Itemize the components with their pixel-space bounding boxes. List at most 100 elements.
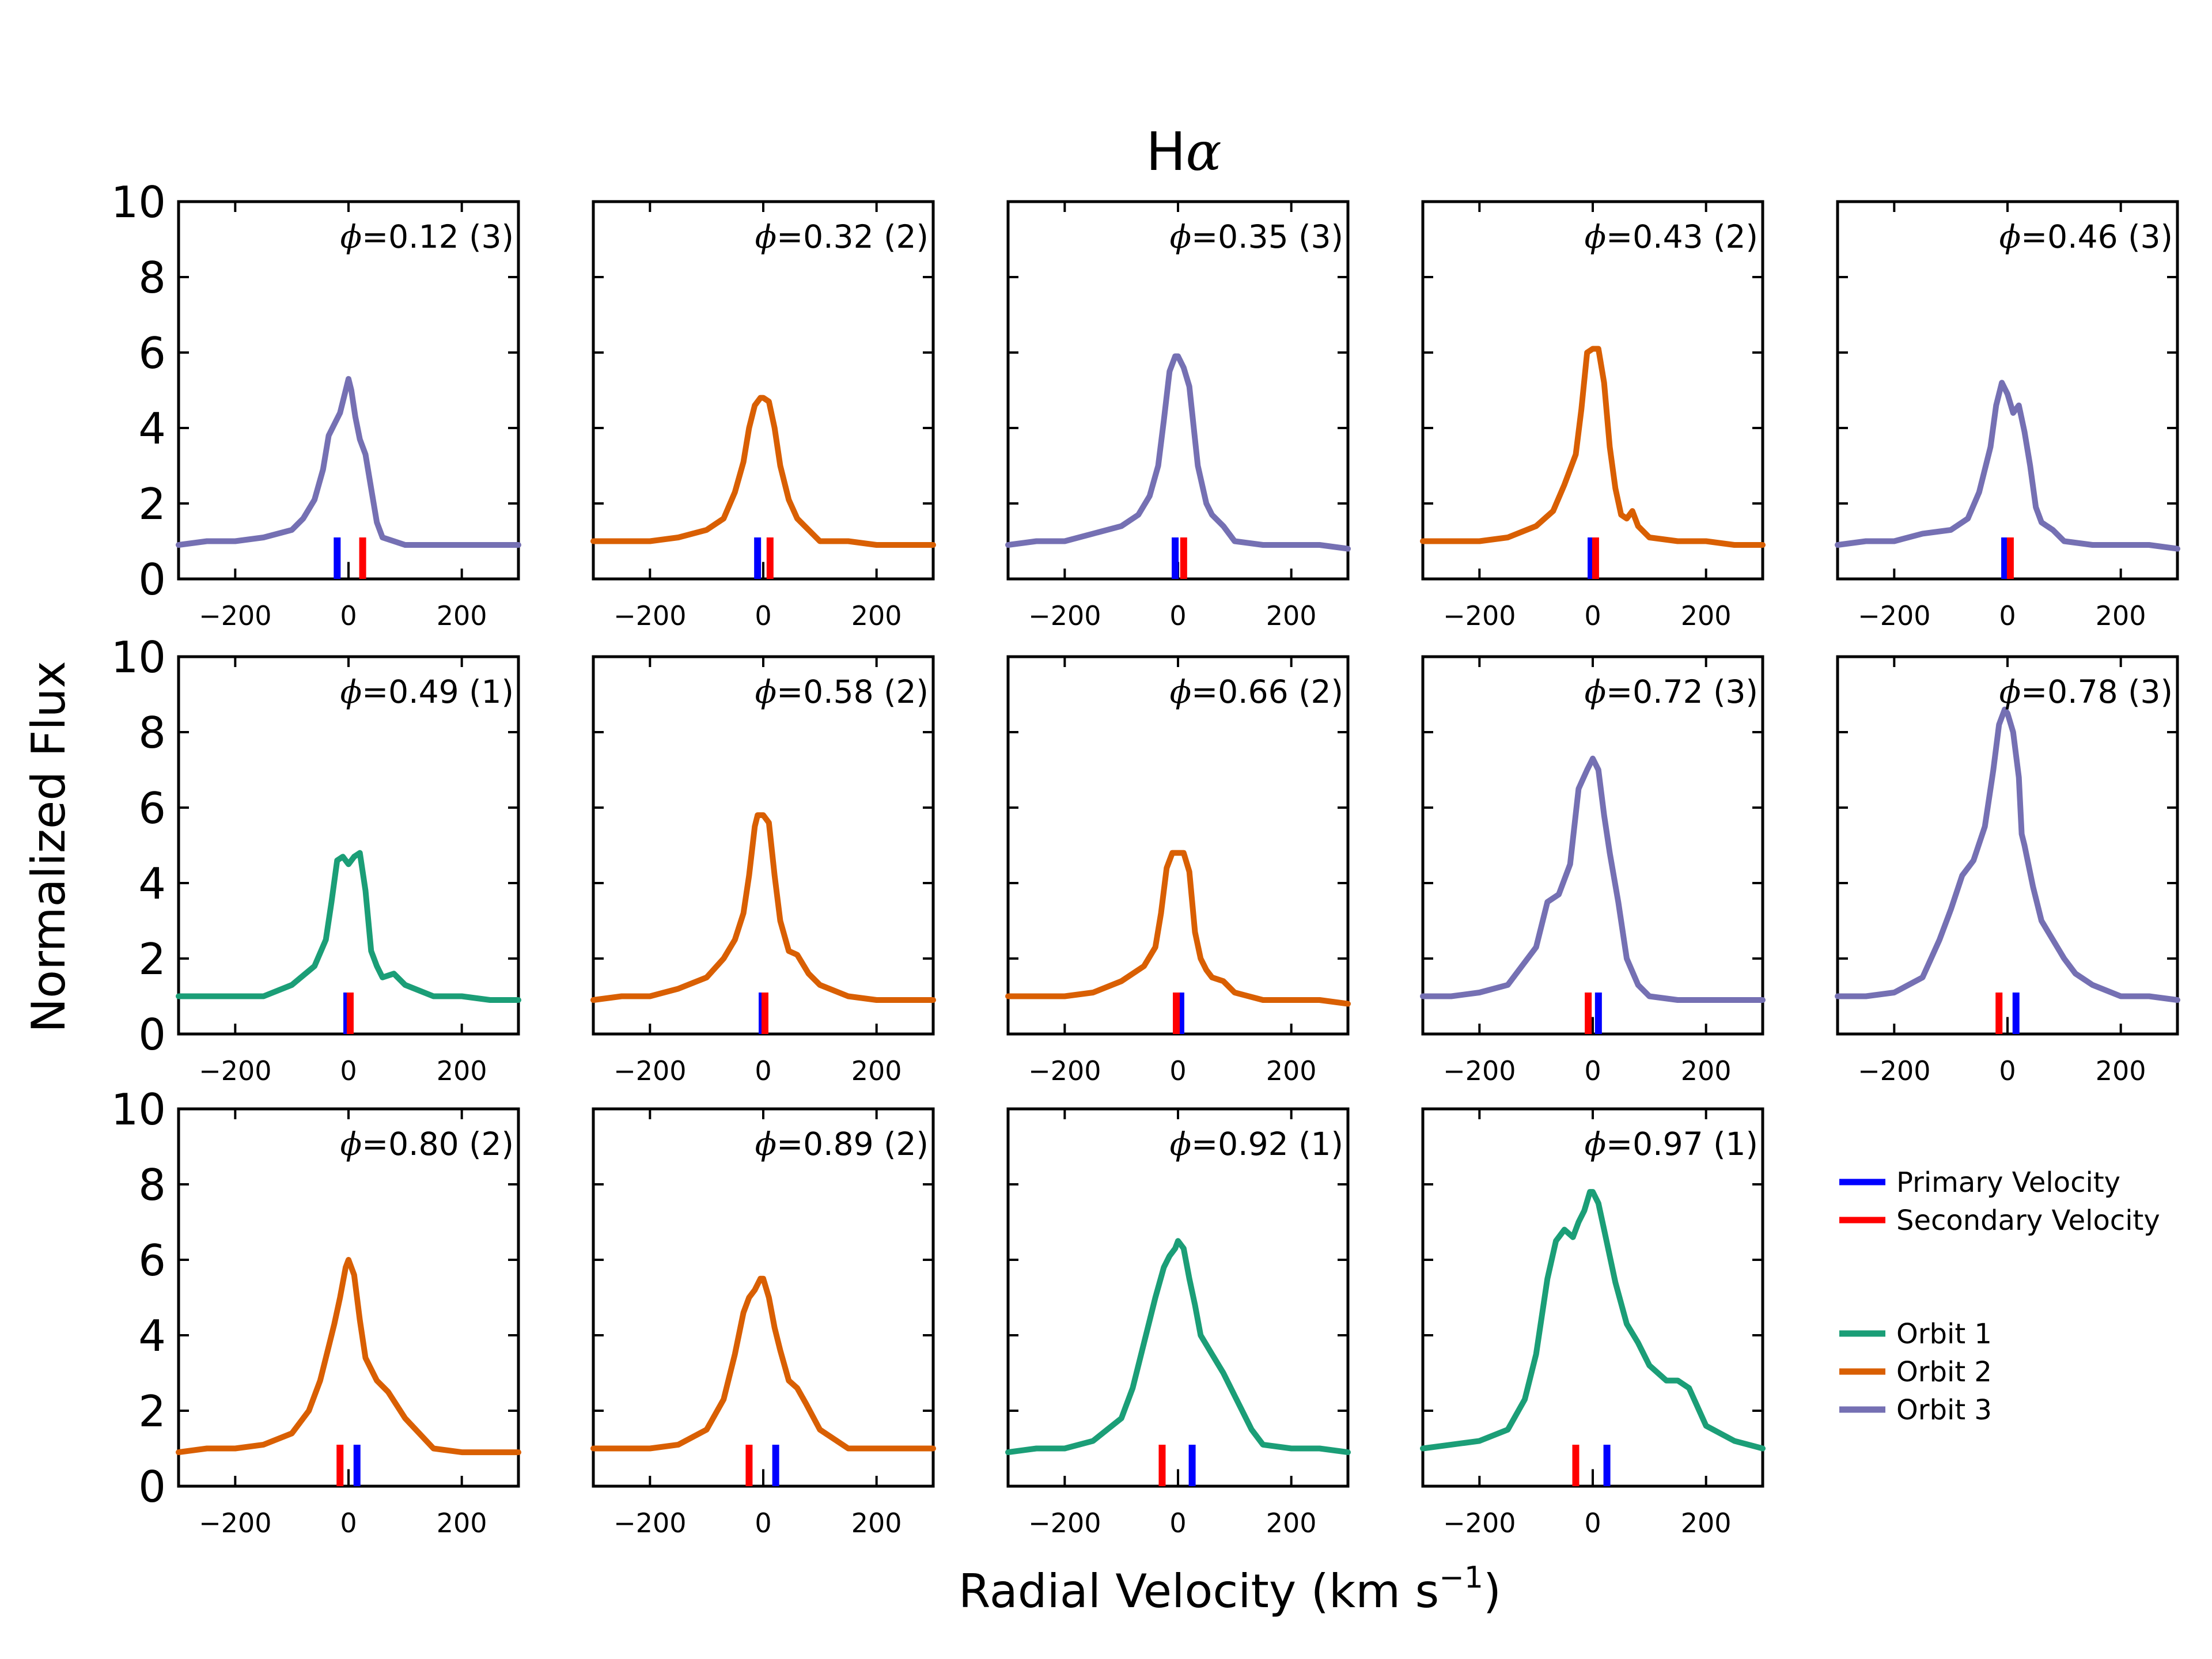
phase-label: ϕ=0.97 (1)	[1585, 1126, 1758, 1162]
phase-symbol: ϕ	[340, 1126, 362, 1162]
spectrum-line-orbit-3	[1420, 755, 1766, 1003]
axes-frame	[592, 1107, 935, 1488]
y-tick-label: 4	[138, 403, 166, 454]
panel-6: 0 2 4 6 8 10 −200 0 200 ϕ=0.49 (1)	[111, 632, 521, 1086]
phase-value: =0.80 (2)	[362, 1126, 514, 1162]
phase-value: =0.35 (3)	[1191, 218, 1343, 255]
phase-label: ϕ=0.46 (3)	[1999, 218, 2173, 255]
panel-1: 0 2 4 6 8 10 −200 0 200 ϕ=0.12 (3)	[111, 177, 521, 631]
spectrum-line-orbit-3	[176, 376, 521, 548]
x-tick-label: 200	[1681, 1055, 1732, 1086]
y-tick-label: 10	[111, 177, 166, 228]
x-tick-label: 0	[1999, 1055, 2016, 1086]
panel-7: −200 0 200 ϕ=0.58 (2)	[590, 655, 936, 1086]
phase-symbol: ϕ	[1170, 218, 1192, 255]
phase-symbol: ϕ	[1170, 1126, 1192, 1162]
x-axis-label: Radial Velocity (km s−1)	[959, 1560, 1501, 1618]
panel-13: −200 0 200 ϕ=0.92 (1)	[1005, 1107, 1351, 1539]
panel-11: 0 2 4 6 8 10 −200 0 200 ϕ=0.80 (2)	[111, 1084, 521, 1539]
phase-value: =0.92 (1)	[1191, 1126, 1343, 1162]
panel-3: −200 0 200 ϕ=0.35 (3)	[1005, 200, 1351, 631]
x-tick-label: 200	[437, 1055, 487, 1086]
x-tick-label: −200	[1443, 600, 1516, 631]
axes-frame	[1006, 1107, 1350, 1488]
y-tick-label: 6	[138, 328, 166, 378]
x-tick-label: −200	[1858, 600, 1930, 631]
phase-value: =0.72 (3)	[1606, 673, 1758, 710]
panel-8: −200 0 200 ϕ=0.66 (2)	[1005, 655, 1351, 1086]
phase-symbol: ϕ	[1999, 218, 2021, 255]
y-tick-label: 2	[138, 1386, 166, 1437]
x-tick-label: −200	[199, 600, 271, 631]
phase-label: ϕ=0.12 (3)	[340, 218, 514, 255]
y-tick-label: 8	[138, 252, 166, 303]
panel-4: −200 0 200 ϕ=0.43 (2)	[1420, 200, 1766, 631]
x-tick-label: 200	[851, 600, 902, 631]
phase-label: ϕ=0.43 (2)	[1585, 218, 1758, 255]
y-tick-label: 6	[138, 783, 166, 834]
axes-frame	[177, 1107, 520, 1488]
x-tick-label: −200	[1443, 1508, 1516, 1539]
phase-label: ϕ=0.32 (2)	[755, 218, 929, 255]
x-tick-label: −200	[1028, 1055, 1101, 1086]
phase-symbol: ϕ	[1999, 673, 2021, 710]
spectrum-line-orbit-2	[1005, 850, 1351, 1007]
title-main: H	[1146, 121, 1185, 183]
spectrum-line-orbit-2	[1420, 346, 1766, 548]
x-axis-label-close: )	[1483, 1565, 1501, 1618]
spectrum-line-orbit-1	[176, 850, 521, 1003]
x-tick-label: 200	[851, 1055, 902, 1086]
axes-frame	[177, 655, 520, 1036]
y-tick-label: 10	[111, 1084, 166, 1135]
y-tick-label: 10	[111, 632, 166, 683]
y-tick-label: 2	[138, 934, 166, 984]
phase-label: ϕ=0.80 (2)	[340, 1126, 514, 1162]
phase-label: ϕ=0.92 (1)	[1170, 1126, 1343, 1162]
x-axis-label-text: Radial Velocity (km s	[959, 1565, 1439, 1618]
x-tick-label: −200	[1028, 1508, 1101, 1539]
phase-value: =0.58 (2)	[777, 673, 929, 710]
x-tick-label: −200	[1443, 1055, 1516, 1086]
x-tick-label: −200	[613, 600, 686, 631]
x-tick-label: −200	[199, 1055, 271, 1086]
x-tick-label: 0	[340, 600, 357, 631]
axes-frame	[592, 200, 935, 581]
x-tick-label: 0	[1169, 1055, 1186, 1086]
x-tick-label: 200	[1266, 600, 1317, 631]
phase-label: ϕ=0.78 (3)	[1999, 673, 2173, 710]
phase-value: =0.89 (2)	[777, 1126, 929, 1162]
x-tick-label: −200	[199, 1508, 271, 1539]
y-tick-label: 4	[138, 1310, 166, 1361]
legend: Primary Velocity Secondary Velocity Orbit …	[1839, 1166, 2160, 1426]
y-tick-label: 2	[138, 479, 166, 529]
phase-value: =0.78 (3)	[2021, 673, 2173, 710]
panel-12: −200 0 200 ϕ=0.89 (2)	[590, 1107, 936, 1539]
spectrum-line-orbit-3	[1835, 380, 2180, 552]
x-tick-label: 200	[437, 1508, 487, 1539]
y-axis-label: Normalized Flux	[22, 661, 75, 1032]
phase-symbol: ϕ	[755, 1126, 777, 1162]
y-tick-label: 4	[138, 858, 166, 909]
legend-orbit-1-label: Orbit 1	[1896, 1318, 1992, 1350]
panel-9: −200 0 200 ϕ=0.72 (3)	[1420, 655, 1766, 1086]
phase-value: =0.12 (3)	[362, 218, 514, 255]
phase-symbol: ϕ	[755, 218, 777, 255]
x-tick-label: −200	[1028, 600, 1101, 631]
title-symbol: α	[1186, 121, 1222, 183]
x-tick-label: 200	[1681, 600, 1732, 631]
axes-frame	[592, 655, 935, 1036]
spectrum-line-orbit-2	[590, 812, 936, 1003]
phase-label: ϕ=0.35 (3)	[1170, 218, 1343, 255]
phase-symbol: ϕ	[1585, 218, 1607, 255]
x-tick-label: 0	[1169, 600, 1186, 631]
phase-symbol: ϕ	[1170, 673, 1192, 710]
phase-label: ϕ=0.72 (3)	[1585, 673, 1758, 710]
x-tick-label: 200	[1266, 1055, 1317, 1086]
phase-label: ϕ=0.89 (2)	[755, 1126, 929, 1162]
x-axis-label-exponent: −1	[1439, 1560, 1483, 1595]
phase-value: =0.32 (2)	[777, 218, 929, 255]
panel-2: −200 0 200 ϕ=0.32 (2)	[590, 200, 936, 631]
phase-value: =0.97 (1)	[1606, 1126, 1758, 1162]
